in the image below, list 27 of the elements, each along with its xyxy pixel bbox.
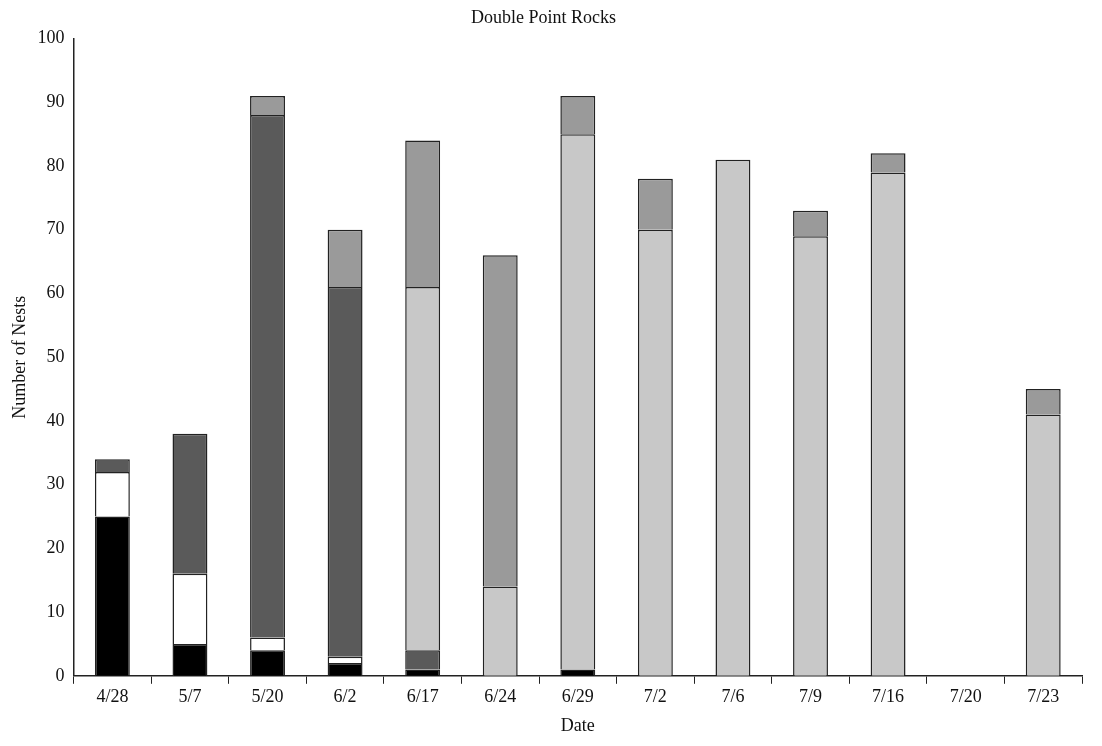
y-tick-label: 90 <box>46 91 65 112</box>
x-tick-label: 6/29 <box>561 686 594 707</box>
x-tick-label: 6/17 <box>406 686 439 707</box>
y-tick-label: 10 <box>46 600 65 621</box>
x-tick-label: 6/24 <box>484 686 517 707</box>
y-axis-title: Number of Nests <box>8 295 29 419</box>
x-tick-label: 7/16 <box>872 686 905 707</box>
y-tick-label: 100 <box>37 27 65 48</box>
y-tick-label: 20 <box>46 537 65 558</box>
x-tick-label: 7/6 <box>721 686 745 707</box>
y-tick-label: 0 <box>55 664 65 685</box>
x-tick-label: 7/20 <box>949 686 982 707</box>
y-tick-label: 50 <box>46 345 65 366</box>
x-tick-label: 4/28 <box>96 686 129 707</box>
y-tick-label: 70 <box>46 218 65 239</box>
y-tick-label: 60 <box>46 282 65 303</box>
x-tick-label: 7/2 <box>643 686 667 707</box>
y-tick-label: 40 <box>46 409 65 430</box>
x-tick-label: 7/9 <box>799 686 823 707</box>
y-tick-label: 30 <box>46 473 65 494</box>
chart-title: Double Point Rocks <box>470 6 617 27</box>
x-tick-label: 6/2 <box>333 686 357 707</box>
x-axis-title: Date <box>560 714 595 735</box>
x-tick-label: 7/23 <box>1027 686 1060 707</box>
x-tick-label: 5/7 <box>178 686 202 707</box>
y-tick-label: 80 <box>46 154 65 175</box>
x-tick-label: 5/20 <box>251 686 284 707</box>
